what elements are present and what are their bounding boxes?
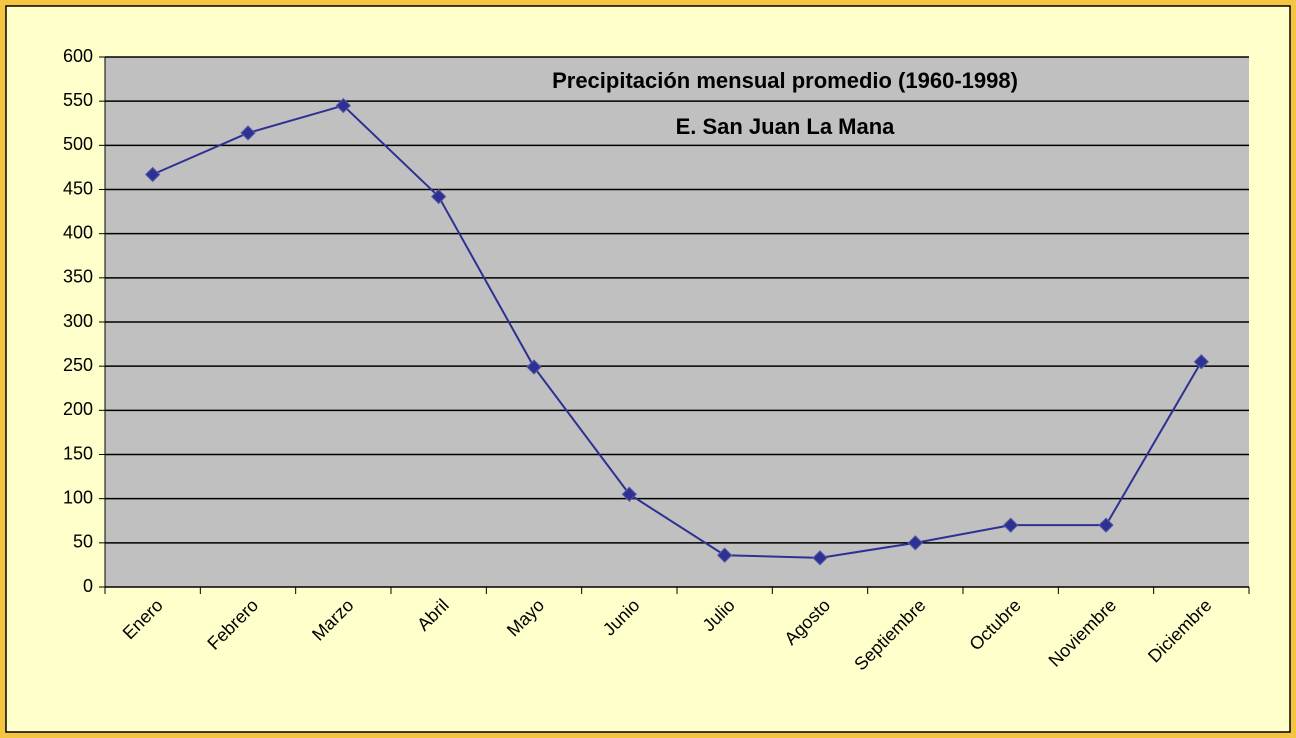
data-point [716, 547, 733, 563]
data-line [152, 104, 1203, 559]
y-tick-label: 400 [63, 222, 93, 242]
data-point [144, 166, 161, 183]
y-tick-label: 200 [63, 399, 93, 419]
data-point [1098, 517, 1114, 533]
y-tick-label: 300 [63, 311, 93, 331]
data-point [1002, 517, 1019, 533]
y-tick-label: 50 [73, 532, 93, 552]
y-tick-label: 450 [63, 178, 93, 198]
data-point [812, 550, 828, 566]
y-tick-label: 350 [63, 267, 93, 287]
data-point [1193, 354, 1210, 370]
data-point [430, 188, 447, 205]
data-point [240, 125, 256, 141]
y-tick-label: 250 [63, 355, 93, 375]
data-point [526, 359, 542, 375]
y-tick-label: 150 [63, 443, 93, 463]
data-point [621, 486, 638, 502]
y-tick-label: 600 [63, 46, 93, 66]
chart-subtitle: E. San Juan La Mana [676, 114, 896, 139]
y-tick-label: 550 [63, 90, 93, 110]
data-point [907, 535, 924, 551]
y-tick-label: 0 [83, 576, 93, 596]
y-tick-label: 500 [63, 134, 93, 154]
chart-title: Precipitación mensual promedio (1960-199… [552, 68, 1018, 93]
data-point [335, 97, 352, 114]
y-tick-label: 100 [63, 487, 93, 507]
